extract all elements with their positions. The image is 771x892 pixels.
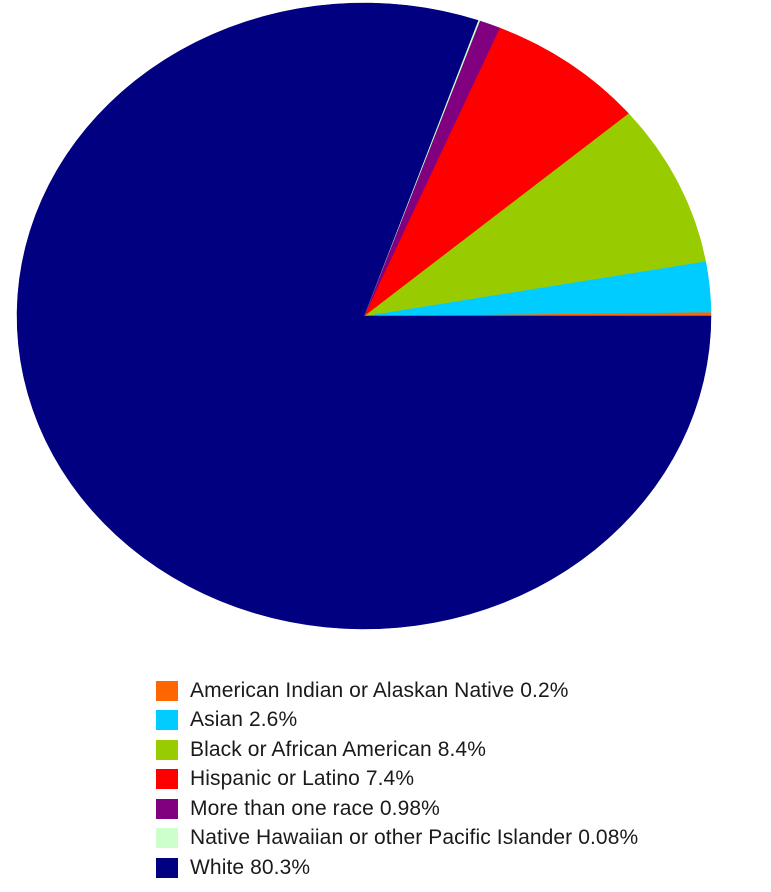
legend-series-name: Hispanic or Latino	[190, 767, 360, 791]
legend-label: American Indian or Alaskan Native 0.2%	[190, 679, 569, 703]
legend-series-name: American Indian or Alaskan Native	[190, 678, 515, 702]
legend-item-more-than-one-race: More than one race 0.98%	[156, 794, 766, 824]
legend-series-value: 8.4%	[437, 737, 486, 761]
legend-item-black-or-african-american: Black or African American 8.4%	[156, 735, 766, 765]
legend-series-name: More than one race	[190, 796, 374, 820]
legend-series-name: Asian	[190, 708, 244, 732]
legend-label: Hispanic or Latino 7.4%	[190, 767, 414, 791]
legend-label: More than one race 0.98%	[190, 797, 440, 821]
legend-label: Asian 2.6%	[190, 708, 297, 732]
legend-item-white: White 80.3%	[156, 853, 766, 883]
legend-item-asian: Asian 2.6%	[156, 706, 766, 736]
legend-swatch	[156, 680, 178, 701]
legend-label: Black or African American 8.4%	[190, 738, 486, 762]
pie-slice-black-or-african-american	[363, 113, 706, 317]
legend-series-value: 80.3%	[250, 855, 311, 879]
pie-plot-area	[16, 2, 712, 630]
legend-series-name: Native Hawaiian or other Pacific Islande…	[190, 826, 573, 850]
legend-label: Native Hawaiian or other Pacific Islande…	[190, 826, 638, 850]
legend-item-hispanic-or-latino: Hispanic or Latino 7.4%	[156, 765, 766, 795]
legend-series-value: 2.6%	[248, 708, 298, 732]
legend-swatch	[156, 857, 178, 878]
legend-series-name: White	[190, 855, 245, 879]
legend-swatch	[156, 710, 178, 731]
legend-series-value: 0.98%	[379, 796, 440, 820]
legend-series-value: 7.4%	[365, 767, 415, 791]
chart-legend: American Indian or Alaskan Native 0.2% As…	[156, 676, 766, 883]
legend-series-value: 0.08%	[578, 826, 639, 850]
pie-slice-white	[16, 2, 712, 630]
legend-series-name: Black or African American	[190, 737, 432, 761]
legend-swatch	[156, 739, 178, 760]
legend-label: White 80.3%	[190, 856, 310, 880]
legend-swatch	[156, 828, 178, 849]
pie-slice-hispanic-or-latino	[363, 27, 629, 317]
legend-item-native-hawaiian-or-other-pacific-islander: Native Hawaiian or other Pacific Islande…	[156, 824, 766, 854]
legend-item-american-indian-or-alaskan-native: American Indian or Alaskan Native 0.2%	[156, 676, 766, 706]
legend-series-value: 0.2%	[520, 678, 569, 702]
legend-swatch	[156, 798, 178, 819]
legend-swatch	[156, 769, 178, 790]
